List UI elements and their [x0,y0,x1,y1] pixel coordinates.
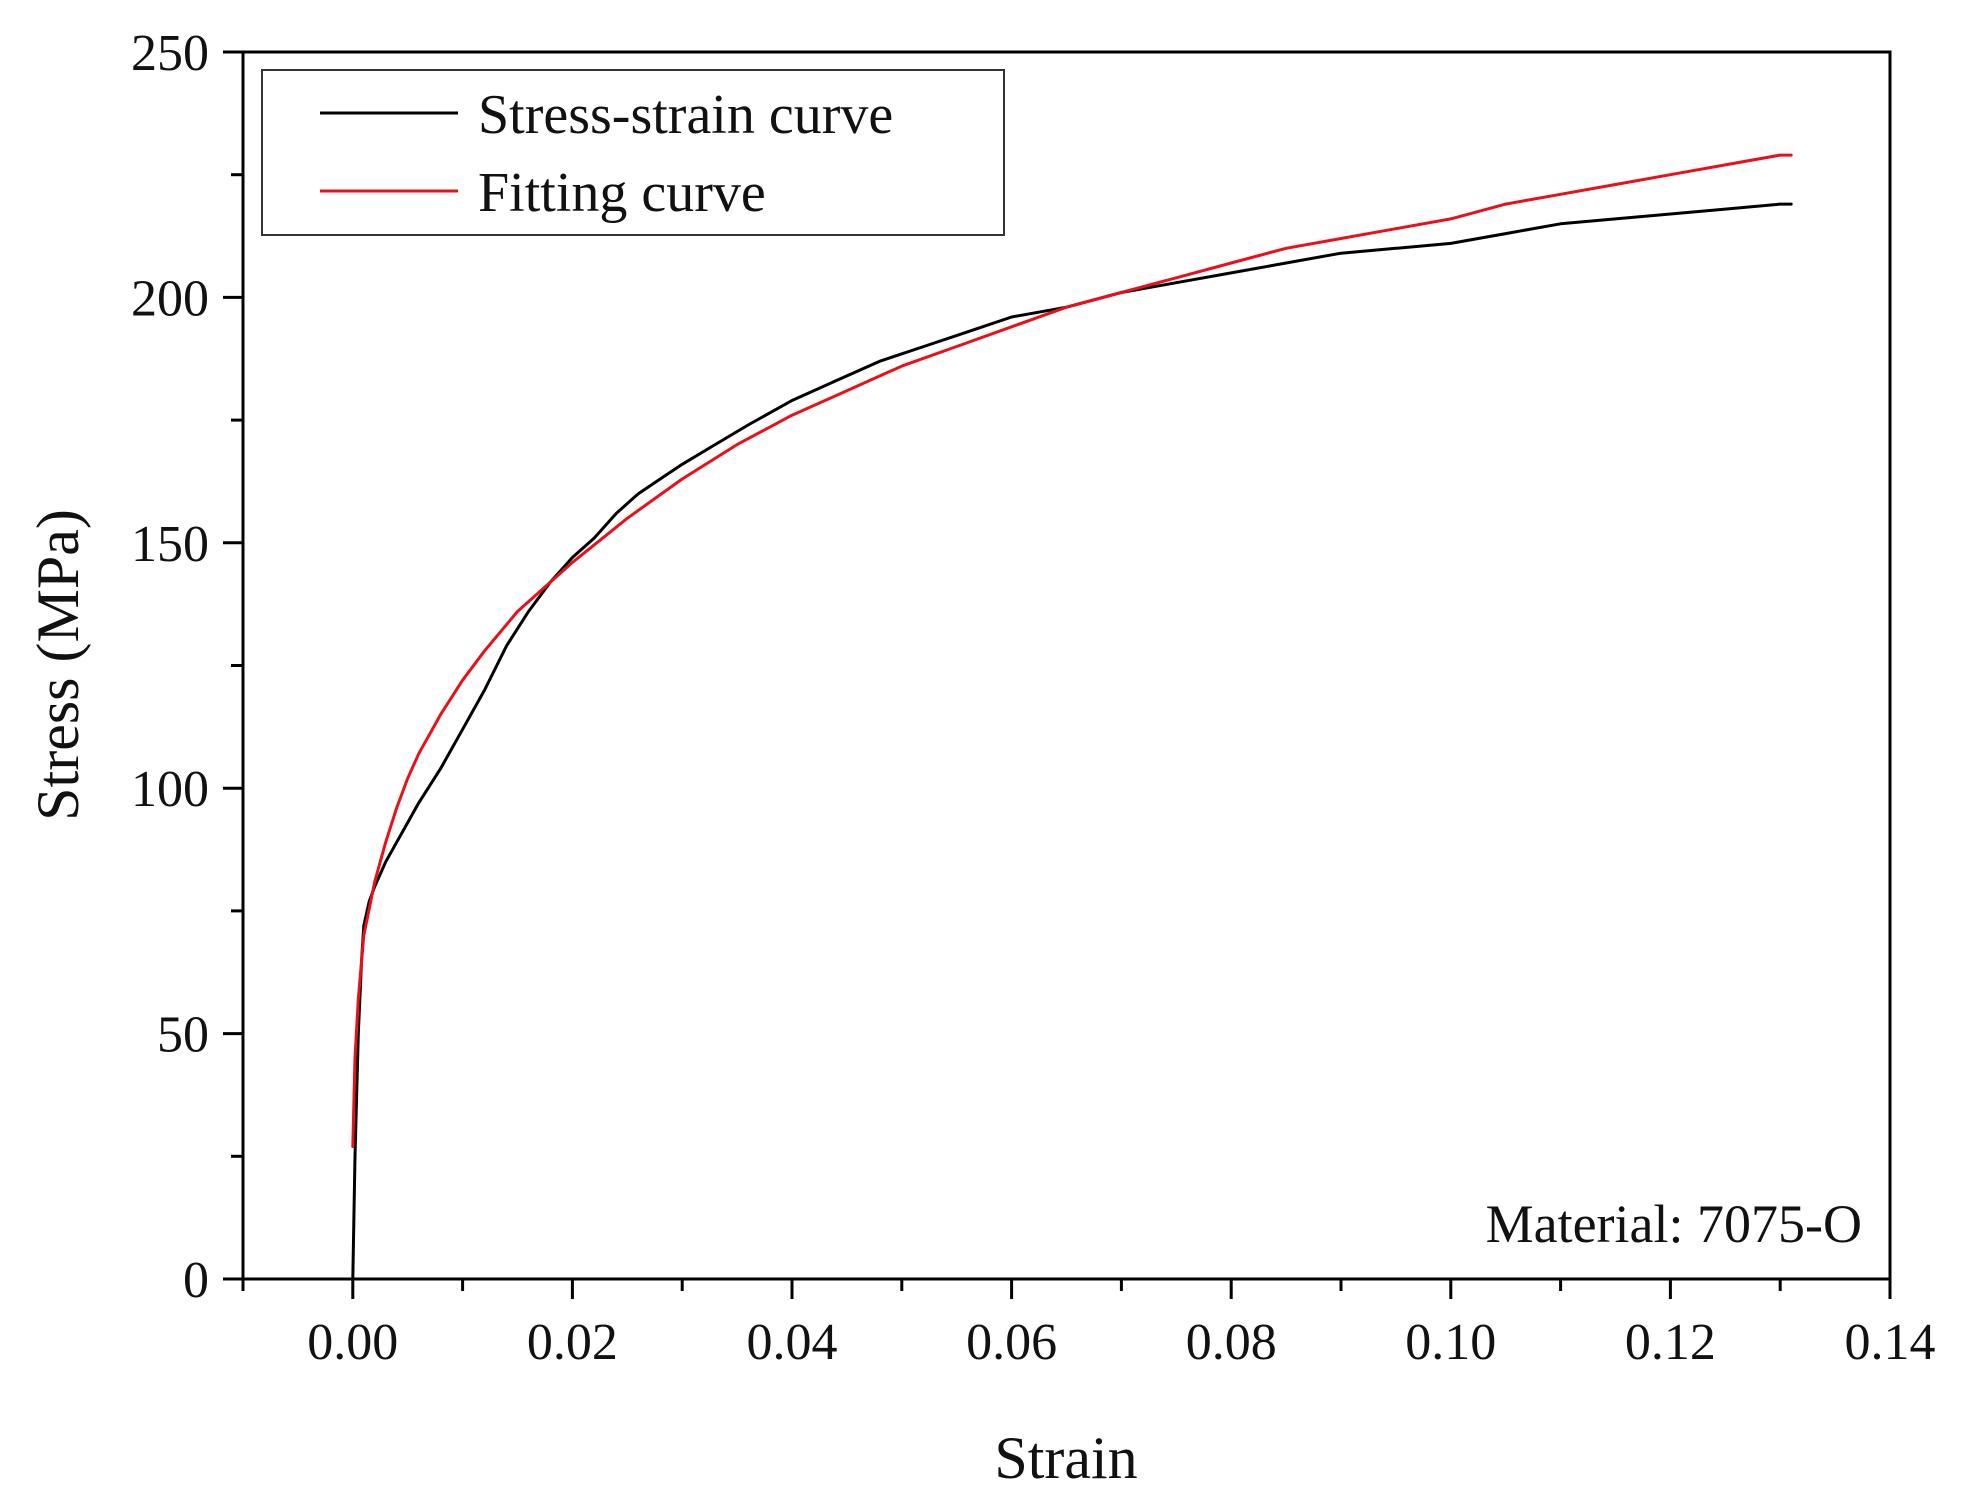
y-tick-label: 150 [131,516,209,573]
y-axis-tick-labels: 0 50 100 150 200 250 [131,25,209,1309]
x-tick-label: 0.10 [1405,1314,1496,1371]
y-tick-label: 100 [131,761,209,818]
y-tick-label: 200 [131,270,209,327]
legend-label-stress-strain: Stress-strain curve [478,84,893,146]
x-tick-label: 0.00 [307,1314,398,1371]
x-tick-label: 0.06 [966,1314,1057,1371]
y-axis-ticks [223,50,243,1281]
x-axis-ticks [241,1279,1892,1299]
y-tick-label: 0 [183,1252,209,1309]
series-line-stress-strain [351,202,1793,1281]
legend-box [261,69,1005,236]
x-tick-label: 0.08 [1186,1314,1277,1371]
series-layer [351,153,1793,1281]
series-line-fitting [351,153,1793,1148]
x-tick-label: 0.04 [747,1314,838,1371]
y-tick-label: 250 [131,25,209,82]
material-annotation: Material: 7075-O [1486,1194,1862,1254]
y-tick-label: 50 [157,1007,209,1064]
x-tick-label: 0.02 [527,1314,618,1371]
legend-label-fitting: Fitting curve [478,162,766,224]
legend: Stress-strain curve Fitting curve [261,69,1005,236]
x-tick-label: 0.14 [1845,1314,1936,1371]
y-axis-title: Stress (MPa) [25,509,91,821]
x-tick-label: 0.12 [1625,1314,1716,1371]
x-axis-title: Strain [994,1425,1137,1491]
x-axis-tick-labels: 0.00 0.02 0.04 0.06 0.08 0.10 0.12 0.14 [307,1314,1935,1371]
